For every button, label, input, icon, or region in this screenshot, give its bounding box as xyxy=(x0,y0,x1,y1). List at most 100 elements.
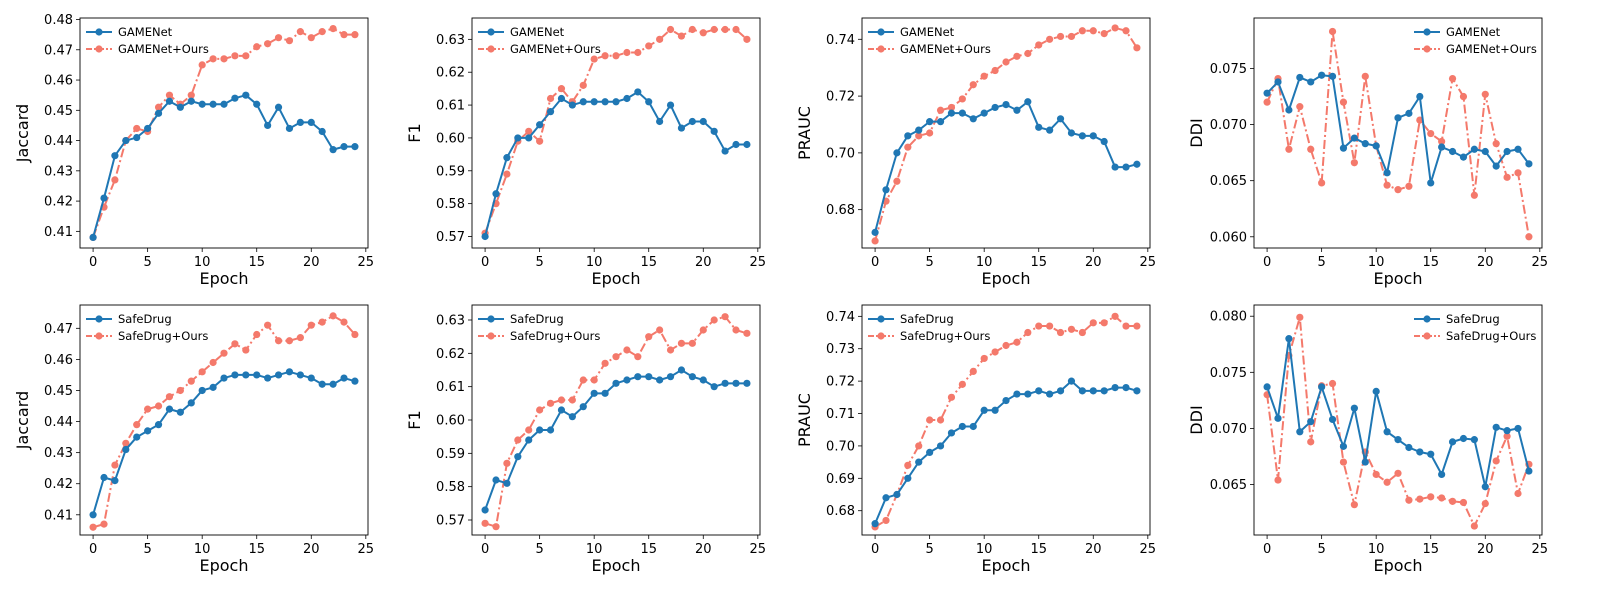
data-point-baseline xyxy=(351,143,359,151)
data-point-baseline xyxy=(1361,140,1369,148)
data-point-baseline xyxy=(89,511,97,519)
data-point-ours xyxy=(165,91,174,99)
x-tick-label: 5 xyxy=(535,542,543,557)
x-tick-label: 15 xyxy=(1422,542,1439,557)
data-point-ours xyxy=(296,28,304,36)
data-point-ours xyxy=(579,376,587,384)
data-point-baseline xyxy=(1405,109,1413,117)
x-tick-label: 10 xyxy=(976,255,993,270)
x-tick-label: 25 xyxy=(750,542,767,557)
data-point-baseline xyxy=(915,126,923,134)
legend-label: SafeDrug+Ours xyxy=(900,329,990,343)
data-point-ours xyxy=(1438,137,1446,146)
data-point-ours xyxy=(1111,24,1119,32)
data-point-baseline xyxy=(666,373,675,381)
x-tick-label: 10 xyxy=(586,255,603,270)
data-point-ours xyxy=(1361,72,1369,80)
data-point-ours xyxy=(677,32,686,40)
x-tick-label: 0 xyxy=(871,255,879,270)
data-point-baseline xyxy=(1024,98,1032,106)
data-point-ours xyxy=(1394,186,1402,194)
y-tick-label: 0.47 xyxy=(44,322,73,337)
data-point-ours xyxy=(1296,103,1304,111)
data-point-ours xyxy=(915,442,923,450)
y-tick-label: 0.71 xyxy=(826,407,855,422)
data-point-baseline xyxy=(656,376,664,384)
data-point-baseline xyxy=(1372,142,1380,150)
data-point-baseline xyxy=(198,100,206,108)
data-point-baseline xyxy=(242,371,250,379)
y-tick-label: 0.73 xyxy=(826,342,855,357)
y-axis-label: PRAUC xyxy=(795,393,814,447)
data-point-baseline xyxy=(666,101,675,109)
data-point-baseline xyxy=(514,453,522,461)
data-point-ours xyxy=(557,396,566,404)
legend-label: GAMENet xyxy=(1446,25,1501,39)
data-point-ours xyxy=(242,52,250,60)
data-point-baseline xyxy=(1514,145,1522,153)
data-point-baseline xyxy=(645,373,653,381)
data-point-baseline xyxy=(904,132,912,140)
data-point-baseline xyxy=(1339,442,1348,450)
data-point-baseline xyxy=(1263,383,1271,391)
data-point-baseline xyxy=(1470,436,1478,444)
data-point-baseline xyxy=(154,421,163,429)
data-point-baseline xyxy=(601,389,609,397)
data-point-ours xyxy=(154,402,163,410)
data-point-baseline xyxy=(1307,418,1315,426)
data-point-ours xyxy=(111,176,119,184)
data-point-baseline xyxy=(165,405,174,413)
data-point-ours xyxy=(991,348,999,356)
y-tick-label: 0.74 xyxy=(826,310,855,325)
data-point-baseline xyxy=(677,366,686,374)
data-point-baseline xyxy=(100,473,108,482)
data-point-baseline xyxy=(980,406,988,414)
y-tick-label: 0.70 xyxy=(826,146,855,161)
y-tick-label: 0.59 xyxy=(436,164,465,179)
data-point-ours xyxy=(980,72,988,80)
y-tick-label: 0.41 xyxy=(44,225,73,240)
data-point-baseline xyxy=(1067,377,1076,385)
data-point-ours xyxy=(209,358,217,367)
data-point-ours xyxy=(1459,92,1468,101)
data-point-ours xyxy=(122,439,130,447)
x-tick-label: 25 xyxy=(1532,542,1549,557)
data-point-ours xyxy=(612,52,620,60)
data-point-baseline xyxy=(1056,115,1065,123)
data-point-ours xyxy=(969,81,977,89)
data-point-ours xyxy=(656,35,664,43)
y-tick-label: 0.58 xyxy=(436,480,465,495)
plot-frame xyxy=(79,304,369,536)
legend-swatch-marker xyxy=(95,45,103,53)
data-point-ours xyxy=(242,346,250,354)
data-point-baseline xyxy=(893,490,901,499)
data-point-baseline xyxy=(100,194,108,202)
data-point-ours xyxy=(1492,457,1500,465)
series-line-baseline xyxy=(1266,337,1530,488)
data-point-ours xyxy=(936,106,945,114)
data-point-ours xyxy=(536,406,544,414)
data-point-baseline xyxy=(274,371,283,379)
subplot-prauc-7: 0 5 10 15 20 25 0.68 0.69 0.70 0.71 0.72 0.73 0.74 Ep… xyxy=(795,304,1156,575)
data-point-baseline xyxy=(1078,387,1086,395)
y-tick-label: 0.74 xyxy=(826,33,855,48)
data-point-baseline xyxy=(1100,137,1108,146)
data-point-baseline xyxy=(710,127,718,135)
data-point-baseline xyxy=(264,374,272,382)
data-point-baseline xyxy=(1133,387,1141,395)
data-point-ours xyxy=(568,396,576,404)
x-tick-label: 20 xyxy=(303,542,320,557)
legend: GAMENet GAMENet+Ours xyxy=(1414,25,1537,56)
y-axis-label: Jaccard xyxy=(13,391,32,450)
y-tick-label: 0.46 xyxy=(44,74,73,89)
data-point-baseline xyxy=(645,98,653,106)
data-point-baseline xyxy=(1416,448,1424,456)
y-tick-label: 0.075 xyxy=(1210,366,1247,381)
data-point-ours xyxy=(285,337,294,345)
data-point-baseline xyxy=(1438,470,1446,479)
data-point-baseline xyxy=(590,389,598,397)
data-point-baseline xyxy=(980,109,988,117)
data-point-baseline xyxy=(1372,387,1380,395)
data-point-ours xyxy=(1350,159,1358,167)
x-tick-label: 5 xyxy=(925,542,933,557)
